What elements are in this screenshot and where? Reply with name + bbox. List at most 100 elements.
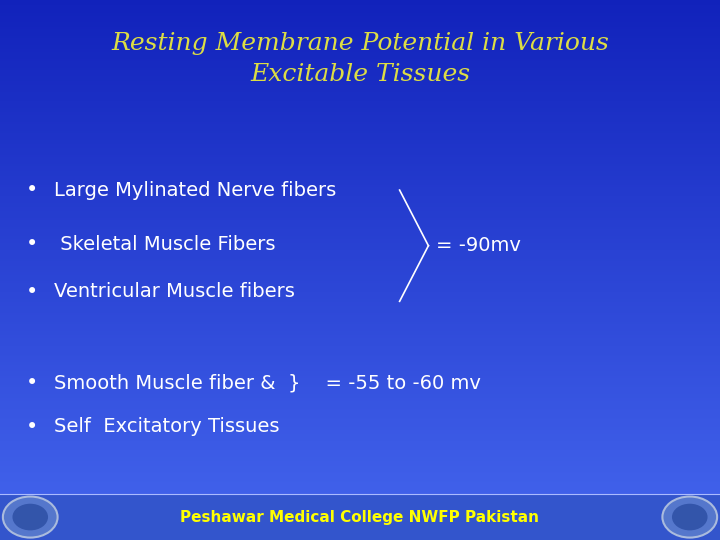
Bar (0, 301, 720, 302)
Bar (0, 508, 720, 509)
Bar (0, 124, 720, 126)
Bar (0, 497, 720, 498)
Bar (0, 400, 720, 401)
Bar (0, 405, 720, 407)
Bar (0, 535, 720, 536)
Bar (0, 205, 720, 207)
Bar (0, 336, 720, 339)
Bar (0, 447, 720, 448)
Bar (0, 274, 720, 275)
Bar (0, 22, 720, 23)
Bar (0, 54, 720, 56)
Bar (0, 351, 720, 353)
Bar (0, 52, 720, 54)
Bar (0, 394, 720, 396)
Text: •: • (26, 416, 39, 437)
Bar (0, 65, 720, 66)
Bar (0, 369, 720, 371)
Bar (0, 439, 720, 441)
Bar (0, 403, 720, 405)
Bar (0, 153, 720, 155)
Bar (0, 120, 720, 123)
Bar (0, 374, 720, 376)
Bar (0, 0, 720, 2)
Bar (0, 39, 720, 42)
Bar (0, 171, 720, 173)
Bar (0, 378, 720, 380)
Bar (0, 31, 720, 32)
Bar (0, 292, 720, 293)
Bar (0, 207, 720, 209)
Bar (0, 362, 720, 363)
Bar (0, 4, 720, 5)
Bar (0, 450, 720, 452)
Bar (0, 126, 720, 128)
Bar (0, 533, 720, 535)
Bar (0, 2, 720, 4)
Bar (0, 255, 720, 258)
Bar (0, 457, 720, 459)
Bar (0, 74, 720, 76)
Bar (0, 248, 720, 250)
Bar (0, 12, 720, 15)
Bar (0, 157, 720, 158)
Bar (0, 409, 720, 410)
Bar (0, 38, 720, 39)
Bar (0, 250, 720, 252)
Bar (0, 282, 720, 285)
Bar (0, 383, 720, 385)
Bar (0, 209, 720, 211)
Bar (0, 509, 720, 511)
Bar (0, 518, 720, 520)
Bar (0, 169, 720, 171)
Bar (0, 428, 720, 430)
Bar (0, 511, 720, 513)
Bar (0, 128, 720, 130)
Bar (0, 329, 720, 331)
Bar (0, 104, 720, 106)
Bar (0, 420, 720, 421)
Bar (0, 160, 720, 162)
Bar (0, 331, 720, 333)
Bar (0, 387, 720, 389)
Bar (0, 158, 720, 160)
Bar (0, 77, 720, 79)
Bar (0, 151, 720, 153)
Bar (0, 92, 720, 93)
Bar (0, 58, 720, 59)
Bar (0, 198, 720, 200)
Bar (0, 216, 720, 218)
Text: Self  Excitatory Tissues: Self Excitatory Tissues (54, 417, 279, 436)
Bar (0, 234, 720, 236)
Bar (0, 196, 720, 198)
Bar (0, 47, 720, 49)
Bar (0, 191, 720, 193)
Bar (0, 42, 720, 43)
Bar (0, 241, 720, 243)
Bar (0, 363, 720, 366)
Bar (0, 430, 720, 432)
Bar (0, 9, 720, 11)
Bar (0, 371, 720, 373)
Bar (0, 56, 720, 58)
Bar (0, 454, 720, 455)
Circle shape (12, 504, 48, 530)
Bar (0, 96, 720, 97)
Bar (0, 187, 720, 189)
Bar (0, 265, 720, 266)
Bar (0, 245, 720, 247)
Bar (0, 123, 720, 124)
Bar (0, 319, 720, 320)
Text: •: • (26, 373, 39, 394)
Bar (0, 417, 720, 420)
Bar (0, 432, 720, 434)
Bar (0, 178, 720, 180)
Bar (0, 491, 720, 493)
Bar (0, 320, 720, 322)
Bar (0, 342, 720, 344)
Bar (0, 69, 720, 70)
Bar (0, 88, 720, 90)
Bar (0, 263, 720, 265)
Bar (0, 112, 720, 113)
Bar (0, 228, 720, 231)
